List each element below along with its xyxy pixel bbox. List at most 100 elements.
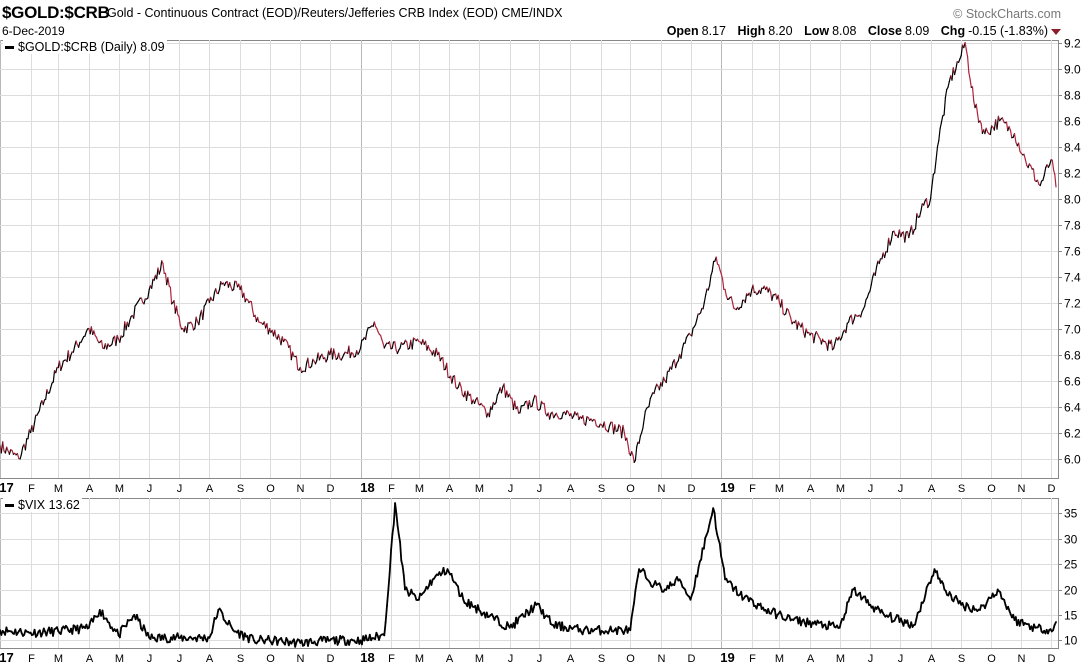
vix-series-segment	[906, 619, 910, 627]
vix-panel-frame	[0, 498, 1059, 649]
main-series-segment	[1009, 129, 1013, 139]
main-series-segment	[670, 361, 674, 370]
main-series-segment	[777, 294, 781, 304]
main-series-segment	[72, 345, 76, 353]
vix-x-tick-label: S	[598, 653, 605, 665]
main-series-segment	[6, 446, 9, 452]
vix-series-segment	[751, 599, 755, 607]
vix-series-segment	[461, 592, 465, 601]
vix-series-segment	[850, 588, 854, 598]
vix-series-segment	[722, 567, 726, 581]
vix-series-segment	[845, 601, 849, 614]
vix-series-segment	[1039, 625, 1043, 633]
main-series-segment	[295, 355, 299, 371]
vix-series-segment	[708, 518, 712, 527]
main-x-tick-label: J	[177, 483, 183, 495]
main-series-segment	[934, 159, 937, 174]
chg-value: -0.15 (-1.83%)	[968, 24, 1048, 38]
vix-x-tick-label: F	[388, 653, 395, 665]
main-series-segment	[939, 121, 943, 130]
vix-series-segment	[300, 639, 304, 647]
main-series-segment	[914, 213, 918, 230]
close-value: 8.09	[904, 24, 930, 38]
main-series-segment	[711, 260, 715, 273]
main-series-segment	[883, 251, 887, 259]
main-series-segment	[1039, 180, 1043, 187]
vix-series-segment	[307, 639, 311, 647]
main-series-segment	[508, 393, 512, 399]
vix-series-segment	[923, 593, 927, 602]
vix-series-segment	[889, 611, 893, 623]
vix-series-segment	[516, 616, 520, 625]
main-y-tick-label: 7.0	[1064, 323, 1081, 337]
main-series-segment	[976, 112, 980, 123]
vix-x-tick-label: F	[749, 653, 756, 665]
main-series-segment	[931, 173, 934, 188]
main-x-tick-label: A	[928, 483, 936, 495]
main-series-segment	[338, 352, 341, 360]
vix-x-tick-label: J	[177, 653, 183, 665]
main-x-tick-label: J	[508, 483, 514, 495]
main-series-segment	[980, 123, 984, 134]
main-series-segment	[648, 397, 651, 408]
vix-series-segment	[394, 502, 398, 515]
main-series-segment	[910, 225, 914, 235]
main-series-segment	[851, 319, 855, 325]
main-series-segment	[715, 256, 719, 265]
main-series-segment	[989, 125, 993, 136]
main-series-segment	[147, 288, 150, 299]
vix-series-segment	[1018, 619, 1022, 627]
main-series-segment	[626, 437, 629, 446]
vix-series-segment	[395, 513, 399, 527]
main-series-segment	[582, 415, 585, 425]
main-series-segment	[721, 278, 725, 290]
main-series-segment	[1051, 159, 1055, 171]
brand-link[interactable]: © StockCharts.com	[953, 7, 1061, 21]
main-x-tick-label: F	[388, 483, 395, 495]
vix-series-segment	[221, 612, 225, 621]
main-series-segment	[705, 288, 708, 296]
vix-series-segment	[383, 621, 387, 637]
main-series-segment	[349, 352, 353, 359]
main-y-tick-label: 8.0	[1064, 193, 1081, 207]
main-x-tick-label: N	[297, 483, 305, 495]
vix-series-segment	[386, 588, 390, 607]
main-x-tick-label: A	[86, 483, 94, 495]
main-series-segment	[878, 258, 882, 265]
main-legend: $GOLD:$CRB (Daily) 8.09	[3, 40, 167, 54]
vix-series-segment	[399, 541, 403, 562]
main-x-tick-label: M	[415, 483, 424, 495]
main-series-segment	[233, 280, 236, 291]
main-x-tick-label: M	[115, 483, 124, 495]
main-x-tick-label: A	[807, 483, 815, 495]
main-y-tick-label: 6.2	[1064, 427, 1081, 441]
main-series-segment	[1042, 174, 1045, 181]
vix-series-segment	[388, 548, 393, 574]
open-label: Open	[666, 24, 699, 38]
main-series-segment	[707, 284, 711, 291]
main-x-tick-label: D	[327, 483, 335, 495]
high-label: High	[737, 24, 766, 38]
main-series-segment	[140, 297, 144, 304]
main-series-segment	[1052, 169, 1056, 175]
main-series-segment	[469, 393, 473, 405]
chart-date: 6-Dec-2019	[2, 24, 65, 38]
main-series-segment	[643, 410, 646, 421]
main-series-segment	[476, 397, 480, 405]
main-series-segment	[491, 401, 494, 411]
main-series-segment	[348, 345, 351, 359]
main-series-segment	[957, 58, 961, 64]
main-series-segment	[710, 270, 713, 277]
main-series-segment	[947, 80, 950, 88]
vix-series-segment	[629, 617, 633, 632]
vix-series-segment	[402, 574, 406, 591]
main-series-segment	[749, 288, 753, 297]
main-series-segment	[19, 453, 22, 460]
main-legend-label: $GOLD:$CRB (Daily) 8.09	[18, 40, 165, 54]
main-series-segment	[699, 307, 703, 314]
vix-x-tick-label: O	[266, 653, 275, 665]
vix-series-segment	[853, 586, 857, 596]
main-series-segment	[484, 408, 488, 418]
vix-x-tick-label: S	[958, 653, 965, 665]
main-series-segment	[665, 370, 669, 384]
